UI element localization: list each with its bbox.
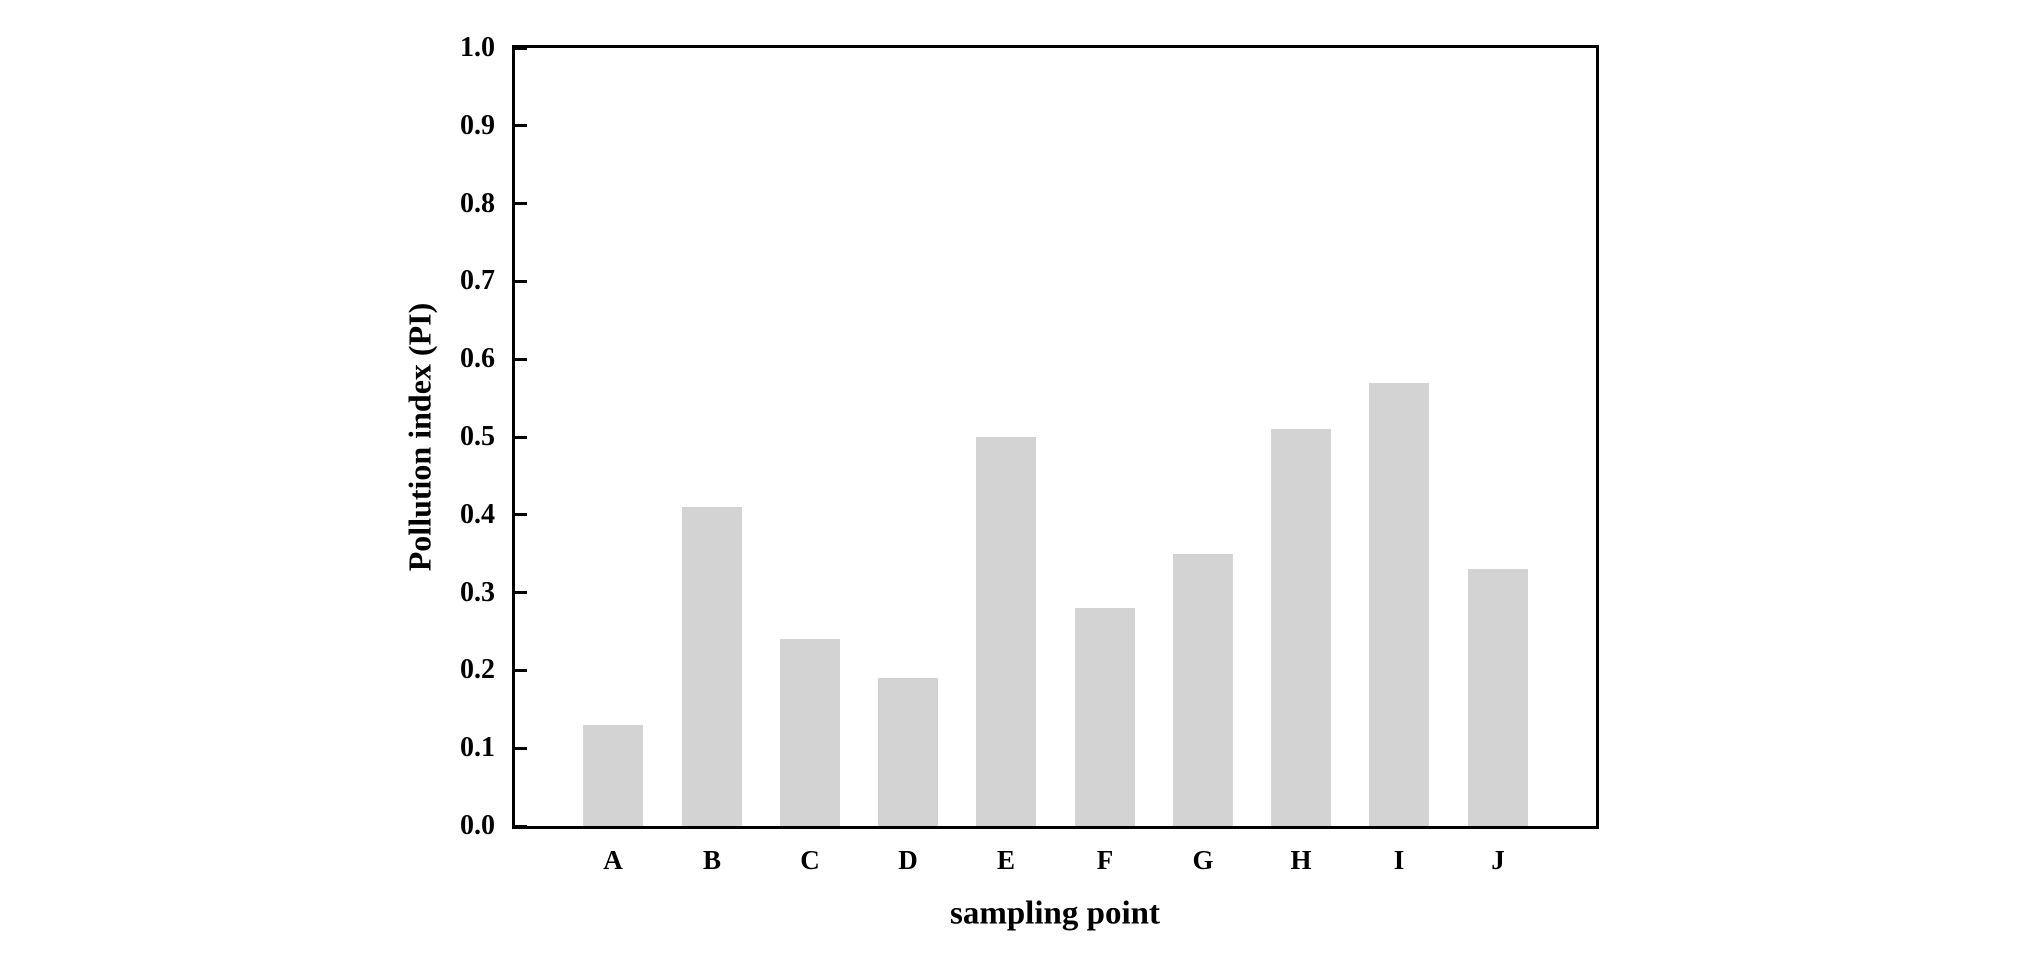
y-tick-label-0.6: 0.6 xyxy=(460,343,495,374)
y-tick-mark-0.6 xyxy=(515,358,527,361)
bar-J xyxy=(1468,569,1528,826)
bar-B xyxy=(682,507,742,826)
x-tick-label-A: A xyxy=(603,845,623,875)
x-tick-label-J: J xyxy=(1491,845,1505,875)
bar-A xyxy=(583,725,643,826)
x-tick-label-I: I xyxy=(1393,845,1405,875)
y-tick-label-0.8: 0.8 xyxy=(460,188,495,219)
y-tick-mark-1.0 xyxy=(515,47,527,50)
y-tick-label-0.5: 0.5 xyxy=(460,421,495,452)
y-tick-mark-0.4 xyxy=(515,513,527,516)
y-tick-label-0.1: 0.1 xyxy=(460,732,495,763)
bar-C xyxy=(780,639,840,826)
x-tick-label-D: D xyxy=(898,845,918,875)
y-tick-label-0.3: 0.3 xyxy=(460,577,495,608)
y-tick-mark-0.8 xyxy=(515,202,527,205)
y-tick-mark-0.1 xyxy=(515,747,527,750)
bar-H xyxy=(1271,429,1331,826)
x-axis-title: sampling point xyxy=(950,895,1160,932)
bar-I xyxy=(1369,383,1429,826)
bar-D xyxy=(878,678,938,826)
x-tick-label-H: H xyxy=(1290,845,1312,875)
y-tick-label-0.2: 0.2 xyxy=(460,654,495,685)
bar-G xyxy=(1173,554,1233,826)
x-tick-label-G: G xyxy=(1192,845,1214,875)
y-tick-label-1.0: 1.0 xyxy=(460,32,495,63)
y-tick-mark-0.7 xyxy=(515,280,527,283)
x-tick-label-B: B xyxy=(702,845,721,875)
x-tick-label-E: E xyxy=(996,845,1015,875)
plot-area xyxy=(512,45,1599,829)
y-tick-label-0.9: 0.9 xyxy=(460,110,495,141)
y-tick-mark-0.2 xyxy=(515,669,527,672)
y-tick-mark-0.9 xyxy=(515,124,527,127)
y-tick-label-0.0: 0.0 xyxy=(460,810,495,841)
y-tick-mark-0.3 xyxy=(515,591,527,594)
y-tick-mark-0.5 xyxy=(515,436,527,439)
y-tick-mark-0.0 xyxy=(515,825,527,828)
x-tick-label-C: C xyxy=(800,845,820,875)
x-tick-label-F: F xyxy=(1096,845,1114,875)
y-tick-label-0.4: 0.4 xyxy=(460,499,495,530)
bar-E xyxy=(976,437,1036,826)
bar-F xyxy=(1075,608,1135,826)
y-tick-label-0.7: 0.7 xyxy=(460,265,495,296)
